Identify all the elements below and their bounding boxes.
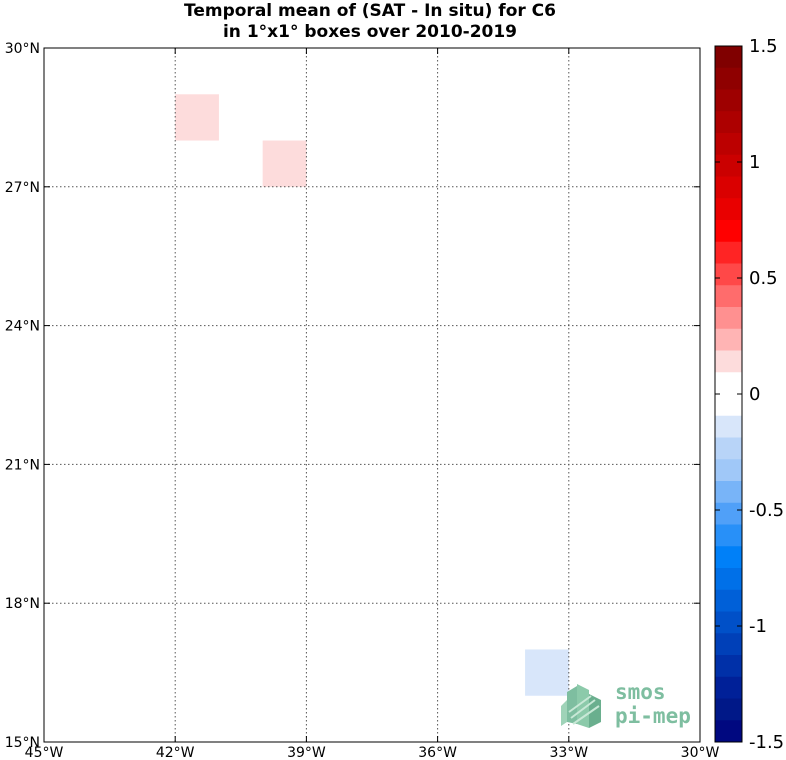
colorbar-segment [715,481,742,504]
lon-tick-label: 39°W [287,745,326,760]
colorbar-segment [715,589,742,612]
colorbar-segment [715,285,742,308]
colorbar-segment [715,633,742,656]
lon-tick-label: 45°W [25,745,64,760]
colorbar-segment [715,328,742,351]
data-box-2 [525,649,569,696]
colorbar-segment [715,46,742,69]
logo-text-pimep: pi-mep [615,704,691,728]
colorbar-segment [715,372,742,395]
colorbar: 1.5 1 0.5 0 -0.5 -1 -1.5 [714,36,784,753]
colorbar-segment [715,611,742,634]
colorbar-segment [715,676,742,699]
colorbar-tick-label: 0 [749,384,760,405]
colorbar-tick-label: -0.5 [749,500,784,521]
colorbar-tick-label: -1 [749,616,767,637]
colorbar-segment [715,502,742,525]
colorbar-segment [715,415,742,438]
map-frame [43,47,701,743]
lat-tick-label: 21°N [5,457,40,473]
colorbar-tick-label: -1.5 [749,732,784,753]
colorbar-segment [715,67,742,90]
colorbar-segment [715,111,742,134]
colorbar-segment [715,350,742,373]
colorbar-segment [715,568,742,591]
colorbar-segment [715,198,742,221]
chart-title-line1: Temporal mean of (SAT - In situ) for C6 [184,1,556,21]
colorbar-segment [715,154,742,177]
lon-tick-label: 42°W [156,745,195,760]
colorbar-segment [715,459,742,482]
smos-logo-icon [561,684,601,728]
colorbar-segment [715,263,742,286]
grid-lines [44,48,700,742]
lat-tick-label: 30°N [5,41,40,57]
colorbar-segment [715,524,742,547]
colorbar-segment [715,698,742,721]
colorbar-segment [715,220,742,243]
colorbar-segment [715,655,742,678]
data-box-1 [262,140,307,187]
colorbar-tick-label: 1 [749,152,760,173]
colorbar-segment [715,546,742,569]
lon-tick-label: 33°W [549,745,588,760]
colorbar-tick-label: 0.5 [749,268,778,289]
colorbar-segment [715,176,742,199]
lat-tick-label: 24°N [5,319,40,335]
colorbar-segment [715,394,742,417]
chart-title-line2: in 1°x1° boxes over 2010-2019 [222,22,518,42]
data-boxes [175,94,569,696]
colorbar-segment [715,241,742,264]
colorbar-segment [715,133,742,156]
lat-tick-label: 15°N [5,735,40,751]
colorbar-segment [715,307,742,330]
data-box-0 [175,94,219,141]
colorbar-tick-label: 1.5 [749,36,778,57]
axis-ticks: 45°W 42°W 39°W 36°W 33°W 30°W 15°N 18°N 21°N 24°N… [5,41,720,760]
colorbar-segment [715,437,742,460]
lat-tick-label: 18°N [5,596,40,612]
colorbar-segment [715,720,742,743]
lat-tick-label: 27°N [5,180,40,196]
logo-text-smos: smos [615,680,666,704]
map-area [44,48,700,742]
colorbar-segment [715,89,742,112]
lon-tick-label: 36°W [418,745,457,760]
lon-tick-label: 30°W [681,745,720,760]
